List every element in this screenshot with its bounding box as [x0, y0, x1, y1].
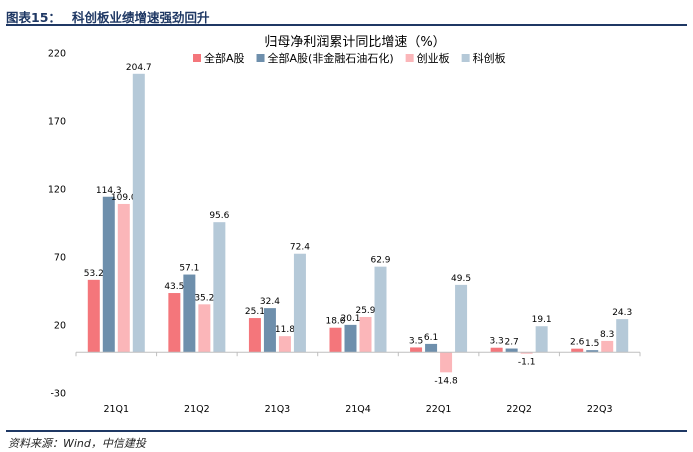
x-tick-label: 22Q1 — [426, 404, 452, 415]
legend-label: 全部A股(非金融石油石化) — [268, 51, 394, 65]
data-label: 24.3 — [612, 308, 632, 318]
data-label: 19.1 — [532, 315, 552, 325]
bar — [344, 324, 357, 353]
bar — [359, 316, 372, 353]
bar — [293, 253, 306, 353]
data-label: 2.7 — [504, 338, 518, 348]
data-label: 6.1 — [424, 333, 438, 343]
x-axis: 21Q1 21Q2 21Q3 21Q4 22Q1 22Q2 22Q3 — [75, 351, 641, 415]
data-label: 49.5 — [451, 274, 471, 284]
data-label: 204.7 — [126, 63, 152, 73]
data-label: 3.5 — [409, 336, 423, 346]
bar — [263, 308, 276, 353]
data-label: 53.2 — [84, 269, 104, 279]
bar — [213, 222, 226, 353]
data-label: 109.0 — [111, 193, 137, 203]
bar — [520, 352, 533, 354]
bar — [571, 348, 584, 353]
bar — [601, 340, 614, 353]
data-label: 114.3 — [96, 186, 122, 196]
x-tick-label: 22Q3 — [587, 404, 613, 415]
data-label: 95.6 — [209, 211, 229, 221]
y-tick-label: 70 — [54, 253, 66, 264]
bar — [198, 304, 211, 353]
footer-rule — [6, 430, 687, 432]
data-label: 25.9 — [355, 306, 375, 316]
bar — [374, 266, 387, 353]
bar — [248, 318, 261, 353]
bar — [425, 343, 438, 353]
x-tick-label: 21Q4 — [345, 404, 371, 415]
data-label: 3.3 — [489, 337, 503, 347]
bar — [535, 326, 548, 353]
bar — [87, 279, 100, 353]
data-label: 72.4 — [290, 243, 310, 253]
chart-legend: 全部A股 全部A股(非金融石油石化) 创业板 科创板 — [193, 51, 506, 65]
data-label: 32.4 — [260, 297, 280, 307]
data-label: -14.8 — [434, 376, 458, 386]
bar — [183, 274, 196, 353]
y-axis: -30 20 70 120 170 220 — [48, 49, 66, 400]
data-label: 8.3 — [600, 330, 614, 340]
legend-label: 全部A股 — [204, 51, 245, 65]
bar — [505, 348, 518, 353]
data-label: -1.1 — [518, 358, 536, 368]
legend-label: 创业板 — [417, 51, 450, 65]
data-label: 18.0 — [325, 317, 345, 327]
data-label: 1.5 — [585, 339, 599, 349]
bar — [278, 336, 291, 353]
bar — [168, 293, 181, 353]
y-tick-label: 220 — [48, 49, 66, 60]
x-tick-label: 21Q1 — [103, 404, 129, 415]
y-tick-label: 170 — [48, 117, 66, 128]
bar — [117, 203, 130, 353]
y-tick-label: -30 — [50, 389, 66, 400]
bar — [455, 284, 468, 353]
figure-header: 图表15： 科创板业绩增速强劲回升 — [6, 4, 687, 26]
legend-swatch — [193, 54, 201, 62]
data-label: 35.2 — [194, 293, 214, 303]
legend-swatch — [256, 54, 265, 62]
data-label: 20.1 — [340, 314, 360, 324]
bar — [102, 196, 115, 353]
figure-number: 图表15： — [6, 10, 61, 25]
bar — [132, 73, 145, 353]
legend-label: 科创板 — [473, 51, 506, 65]
bar — [410, 347, 423, 353]
data-label: 57.1 — [179, 264, 199, 274]
bar — [616, 319, 629, 353]
y-tick-label: 20 — [54, 321, 66, 332]
data-label: 11.8 — [275, 325, 295, 335]
header-rule — [6, 24, 687, 26]
legend-swatch — [461, 54, 470, 62]
bar — [329, 327, 342, 353]
y-tick-label: 120 — [48, 185, 66, 196]
x-tick-label: 21Q3 — [265, 404, 291, 415]
data-label: 2.6 — [570, 338, 585, 348]
x-tick-label: 22Q2 — [506, 404, 532, 415]
bar — [440, 352, 453, 373]
figure-title: 科创板业绩增速强劲回升 — [72, 10, 210, 25]
data-label: 43.5 — [164, 282, 184, 292]
bar — [490, 347, 503, 353]
chart-title: 归母净利润累计同比增速（%） — [264, 35, 445, 50]
data-label: 25.1 — [245, 307, 265, 317]
bar — [586, 350, 599, 353]
x-tick-label: 21Q2 — [184, 404, 210, 415]
bar-series: 53.2114.3109.0204.743.557.135.295.625.13… — [84, 63, 632, 387]
data-label: 62.9 — [370, 256, 390, 266]
legend-swatch — [405, 54, 414, 62]
source-note: 资料来源：Wind，中信建投 — [8, 437, 146, 450]
